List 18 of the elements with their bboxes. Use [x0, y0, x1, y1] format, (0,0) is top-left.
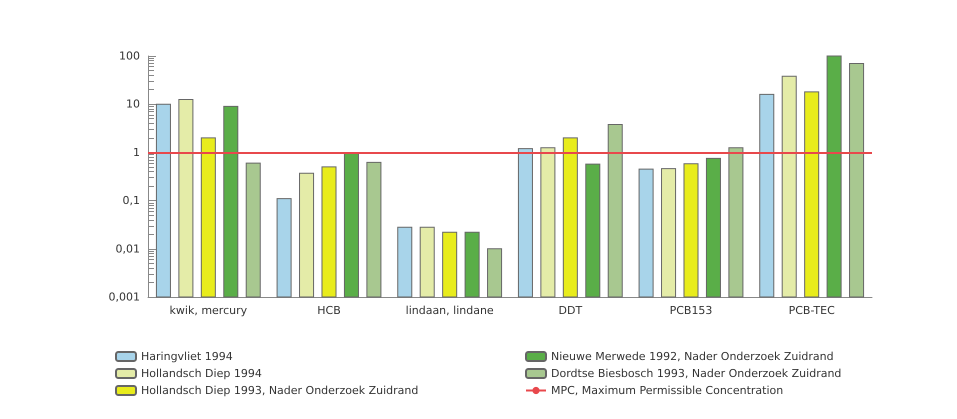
y-tick-label: 1 — [133, 146, 140, 159]
x-tick-label: PCB153 — [670, 304, 712, 317]
x-tick-label: PCB-TEC — [788, 304, 836, 317]
x-tick-label: HCB — [317, 304, 341, 317]
y-tick-label: 100 — [119, 50, 140, 62]
legend-label: Haringvliet 1994 — [141, 350, 233, 363]
y-tick-label: 10 — [126, 98, 140, 111]
legend-label: Hollandsch Diep 1993, Nader Onderzoek Zuidrand — [141, 384, 418, 397]
x-tick-label: lindaan, lindane — [406, 304, 494, 317]
x-tick-label: DDT — [558, 304, 582, 317]
legend-label: Dordtse Biesbosch 1993, Nader Onderzoek Zuidrand — [551, 367, 842, 380]
legend-label: MPC, Maximum Permissible Concentration — [551, 384, 784, 397]
legend-label: Hollandsch Diep 1994 — [141, 367, 262, 380]
x-tick-label: kwik, mercury — [170, 304, 248, 317]
y-tick-label: 0,01 — [116, 242, 140, 256]
y-tick-label: 0,1 — [122, 194, 140, 208]
y-tick-label: 0,001 — [108, 290, 140, 304]
legend-label: Nieuwe Merwede 1992, Nader Onderzoek Zuidrand — [551, 350, 834, 363]
